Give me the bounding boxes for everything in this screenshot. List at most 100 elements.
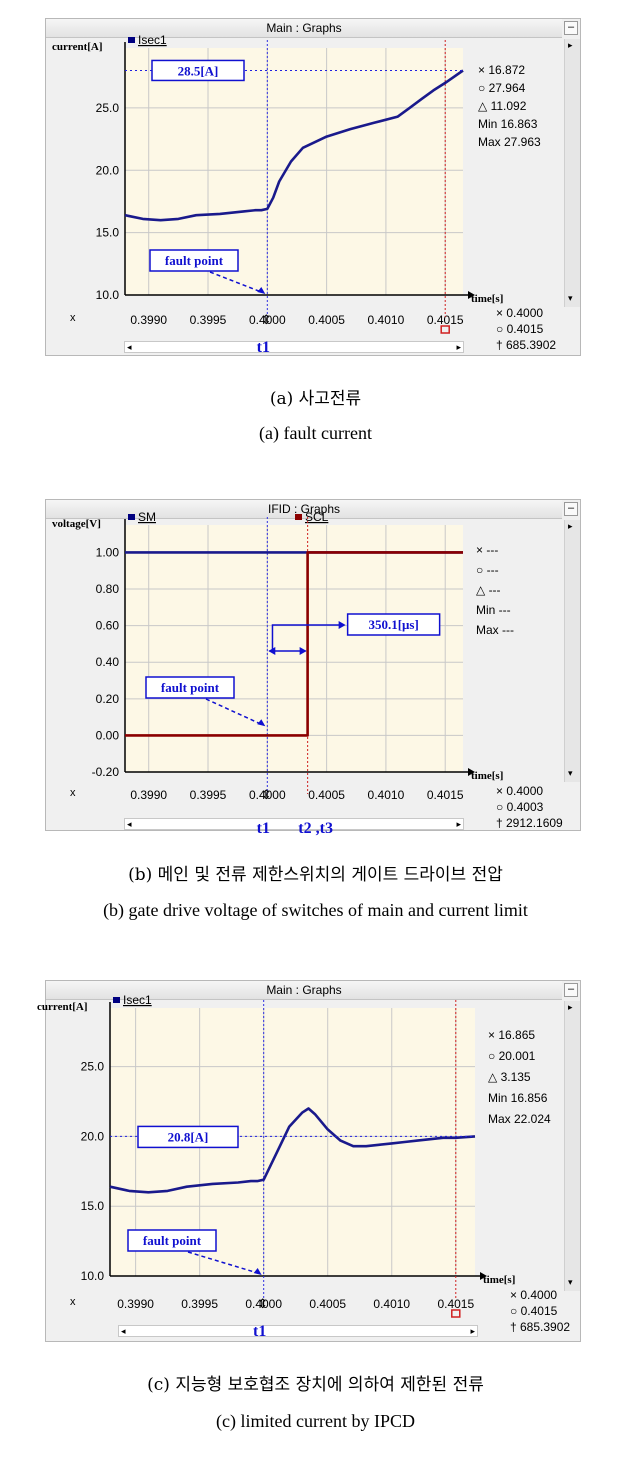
fault-point-label: fault point	[165, 253, 224, 268]
bottom-readout-x: × 0.4000	[496, 306, 544, 320]
x-tick-label: 0.4005	[309, 1297, 346, 1311]
x-axis-marker: x	[70, 312, 76, 324]
cursor-end-marker-icon	[440, 325, 450, 334]
vertical-scrollbar[interactable]: ▸ ▾	[564, 1001, 580, 1291]
x-tick-label: 0.4000	[245, 1297, 282, 1311]
cursor-handle-icon: ⇕	[261, 312, 272, 327]
fault-arrow-head-icon	[257, 287, 266, 294]
cursor-readout: × 16.865 ○ 20.001 △ 3.135 Min 16.856 Max…	[488, 1025, 551, 1130]
time-marker-label: t2 ,t3	[298, 820, 333, 837]
minimize-button[interactable]: –	[564, 21, 578, 35]
legend-label: SM	[138, 510, 156, 524]
caption-c-korean: (c) 지능형 보호협조 장치에 의하여 제한된 전류	[147, 1375, 484, 1395]
scroll-left-arrow-icon[interactable]: ◂	[127, 819, 132, 829]
x-tick-label: 0.3990	[117, 1297, 154, 1311]
fault-point-box	[149, 249, 239, 272]
x-tick-label: 0.4010	[373, 1297, 410, 1311]
x-axis-marker: x	[70, 1296, 76, 1308]
caption-b-korean: (b) 메인 및 전류 제한스위치의 게이트 드라이브 전압	[128, 865, 503, 885]
readout-x: × ---	[476, 543, 499, 557]
bottom-readout-o: ○ 0.4015	[496, 322, 544, 336]
horizontal-scrollbar[interactable]: ◂ ▸	[118, 1325, 478, 1337]
x-tick-label: 0.4015	[427, 788, 464, 802]
scroll-left-arrow-icon[interactable]: ◂	[127, 342, 132, 352]
legend-swatch	[295, 514, 302, 520]
window-title: IFID : Graphs	[46, 500, 562, 519]
scroll-right-arrow-icon[interactable]: ▸	[568, 521, 573, 531]
chart-gate-voltage: SM SCL 1.00 0.80 0.60 0.40 0.20 0.00 -0.20 0.3990…	[52, 510, 503, 837]
series-line-scl	[125, 551, 463, 737]
bottom-readout-o: ○ 0.4003	[496, 800, 544, 814]
minimize-button[interactable]: –	[564, 983, 578, 997]
y-tick-label: 1.00	[96, 545, 120, 559]
scroll-down-arrow-icon[interactable]: ▾	[568, 293, 573, 303]
bottom-readout: × 0.4000 ○ 0.4015 † 685.3902	[510, 1287, 570, 1335]
cursor-readout: × --- ○ --- △ --- Min --- Max ---	[476, 540, 514, 640]
fault-arrow-head-icon	[257, 719, 266, 727]
scroll-right-arrow-icon[interactable]: ▸	[456, 819, 461, 829]
value-box-text: 20.8[A]	[168, 1129, 209, 1144]
x-axis-arrow-icon	[468, 768, 475, 776]
readout-max: Max 27.963	[478, 135, 541, 149]
readout-delta: △ ---	[476, 583, 501, 597]
readout-o: ○ 20.001	[488, 1049, 536, 1063]
readout-min: Min 16.856	[488, 1091, 548, 1105]
scroll-down-arrow-icon[interactable]: ▾	[568, 1277, 573, 1287]
scroll-down-arrow-icon[interactable]: ▾	[568, 768, 573, 778]
caption-a-english: (a) fault current	[259, 423, 372, 443]
legend-label: SCL	[305, 510, 329, 524]
series-line-isec1	[109, 1107, 476, 1194]
value-box-text: 350.1[μs]	[368, 617, 418, 632]
x-tick-label: 0.4010	[368, 313, 405, 327]
readout-min: Min 16.863	[478, 117, 538, 131]
value-box	[346, 613, 441, 636]
x-axis-marker: x	[70, 787, 76, 799]
fault-arrow-line	[187, 1251, 258, 1274]
readout-x: × 16.865	[488, 1028, 536, 1042]
y-tick-label: 20.0	[81, 1129, 105, 1143]
x-tick-label: 0.4015	[427, 313, 464, 327]
bottom-readout-dagger: † 685.3902	[510, 1320, 571, 1334]
vertical-scrollbar[interactable]: ▸ ▾	[564, 520, 580, 782]
x-axis-arrow-icon	[468, 291, 475, 299]
cursor-readout: × 16.872 ○ 27.964 △ 11.092 Min 16.863 Ma…	[478, 61, 541, 151]
x-axis-arrow-icon	[480, 1272, 487, 1280]
readout-max: Max 22.024	[488, 1112, 551, 1126]
y-axis-label: voltage[V]	[52, 518, 101, 530]
x-axis-label: time[s]	[483, 1274, 515, 1286]
fault-point-box	[145, 676, 235, 699]
vertical-scrollbar[interactable]: ▸ ▾	[564, 39, 580, 307]
y-tick-label: 0.00	[96, 728, 120, 742]
scroll-right-arrow-icon[interactable]: ▸	[456, 342, 461, 352]
scroll-right-arrow-icon[interactable]: ▸	[470, 1326, 475, 1336]
fault-point-label: fault point	[143, 1233, 202, 1248]
horizontal-scrollbar[interactable]: ◂ ▸	[124, 818, 464, 830]
x-tick-label: 0.4000	[249, 788, 286, 802]
legend-label: Isec1	[123, 993, 152, 1007]
y-tick-label: 15.0	[81, 1199, 105, 1213]
time-marker-label: t1	[253, 1323, 266, 1340]
horizontal-scrollbar[interactable]: ◂ ▸	[124, 341, 464, 353]
scroll-left-arrow-icon[interactable]: ◂	[121, 1326, 126, 1336]
interval-leader-arrow-icon	[338, 621, 346, 629]
x-tick-label: 0.4005	[308, 313, 345, 327]
scroll-right-arrow-icon[interactable]: ▸	[568, 1002, 573, 1012]
legend-swatch	[128, 37, 135, 43]
scroll-right-arrow-icon[interactable]: ▸	[568, 40, 573, 50]
minimize-button[interactable]: –	[564, 502, 578, 516]
readout-o: ○ ---	[476, 563, 499, 577]
chart-limited-current: Isec1 25.0 20.0 15.0 10.0 0.3990 0.3995 0.4000 0…	[37, 993, 515, 1340]
bottom-readout-x: × 0.4000	[510, 1288, 558, 1302]
y-tick-label: 10.0	[81, 1269, 105, 1283]
x-tick-label: 0.4000	[249, 313, 286, 327]
plot-area	[125, 525, 463, 772]
x-axis-label: time[s]	[471, 293, 503, 305]
readout-min: Min ---	[476, 603, 511, 617]
bottom-readout-dagger: † 2912.1609	[496, 816, 563, 830]
y-axis-label: current[A]	[52, 41, 103, 53]
fault-arrow-line	[205, 698, 262, 725]
x-axis-label: time[s]	[471, 770, 503, 782]
x-tick-label: 0.3995	[190, 788, 227, 802]
bottom-readout: × 0.4000 ○ 0.4015 † 685.3902	[496, 305, 556, 353]
readout-x: × 16.872	[478, 63, 526, 77]
